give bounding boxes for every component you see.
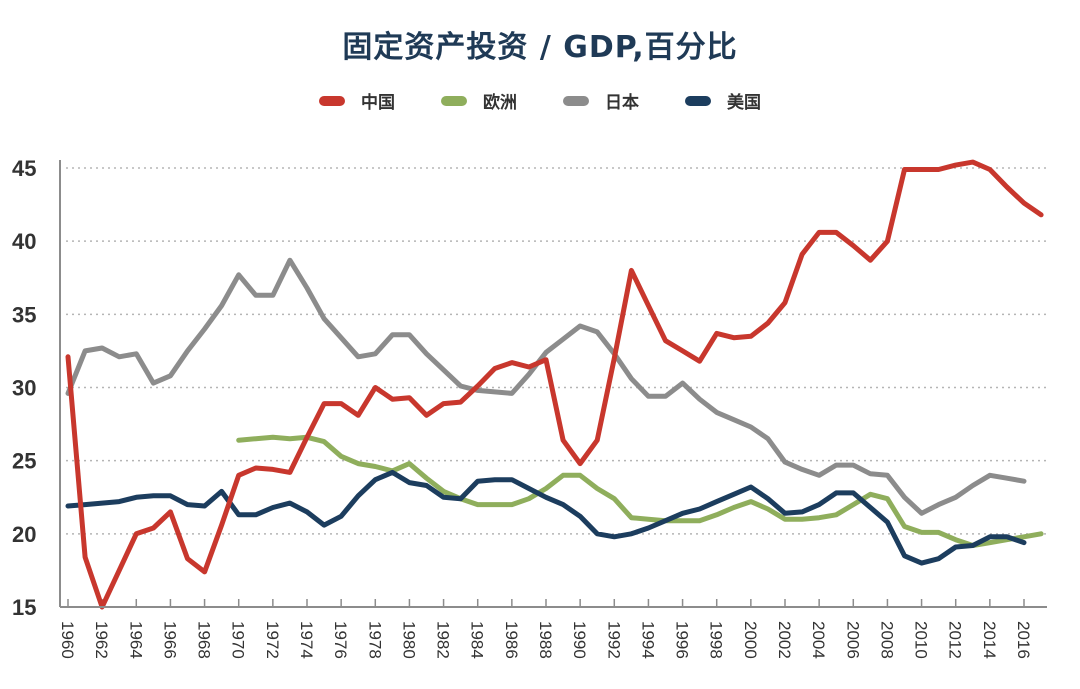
- chart-title: 固定资产投资 / GDP,百分比: [342, 30, 738, 65]
- x-tick-label: 1976: [331, 621, 350, 659]
- x-tick-label: 1974: [297, 621, 316, 659]
- japan-line-group: [65, 257, 1027, 516]
- us-line-group: [65, 469, 1027, 566]
- legend-label-us: 美国: [727, 93, 761, 113]
- y-tick-label: 40: [12, 229, 36, 254]
- x-tick-label: 1982: [434, 621, 453, 659]
- legend-swatch-europe: [441, 95, 467, 106]
- legend-item-us: 美国: [685, 88, 761, 113]
- x-tick-label: 2008: [877, 621, 896, 659]
- legend-label-europe: 欧洲: [483, 93, 517, 113]
- x-tick-label: 1994: [638, 621, 657, 659]
- x-tick-label: 1980: [399, 621, 418, 659]
- x-tick-label: 2012: [946, 621, 965, 659]
- x-tick-label: 1988: [536, 621, 555, 659]
- series-lines: [65, 159, 1044, 610]
- x-tick-label: 1998: [707, 621, 726, 659]
- europe-line: [236, 434, 1044, 548]
- x-tick-label: 1968: [195, 621, 214, 659]
- x-tick-label: 1996: [673, 621, 692, 659]
- legend-label-japan: 日本: [605, 93, 639, 113]
- legend-item-china: 中国: [319, 88, 395, 113]
- y-tick-label: 45: [12, 156, 36, 181]
- legend-label-china: 中国: [361, 93, 395, 113]
- china-line-group: [65, 159, 1044, 610]
- x-axis-ticks: 1960 1962 1964 1966 1968 1970 1972 1974 1976 1978…: [58, 599, 1033, 659]
- x-tick-label: 1962: [92, 621, 111, 659]
- gridlines: [66, 167, 1047, 535]
- y-tick-label: 20: [12, 522, 36, 547]
- y-tick-label: 15: [12, 595, 36, 620]
- legend: 中国 欧洲 日本 美国: [0, 88, 1080, 113]
- x-tick-label: 1978: [365, 621, 384, 659]
- x-tick-label: 2014: [980, 621, 999, 659]
- x-tick-label: 1972: [263, 621, 282, 659]
- legend-item-japan: 日本: [563, 88, 639, 113]
- x-tick-label: 1984: [468, 621, 487, 659]
- legend-item-europe: 欧洲: [441, 88, 517, 113]
- y-tick-label: 25: [12, 449, 36, 474]
- y-tick-label: 35: [12, 302, 36, 327]
- x-tick-label: 1990: [570, 621, 589, 659]
- x-tick-label: 1992: [604, 621, 623, 659]
- x-tick-label: 2002: [775, 621, 794, 659]
- x-tick-label: 1964: [126, 621, 145, 659]
- x-tick-label: 2016: [1014, 621, 1033, 659]
- x-tick-label: 1986: [502, 621, 521, 659]
- x-tick-label: 1960: [58, 621, 77, 659]
- legend-swatch-japan: [563, 95, 589, 106]
- x-tick-label: 2000: [741, 621, 760, 659]
- x-tick-label: 2010: [912, 621, 931, 659]
- x-tick-label: 2004: [809, 621, 828, 659]
- china-line: [65, 159, 1044, 610]
- x-tick-label: 1966: [160, 621, 179, 659]
- x-tick-label: 1970: [229, 621, 248, 659]
- y-axis-ticks: 15 20 25 30 35 40 45: [12, 156, 36, 620]
- y-tick-label: 30: [12, 376, 36, 401]
- legend-swatch-us: [685, 95, 711, 106]
- x-tick-label: 2006: [843, 621, 862, 659]
- legend-swatch-china: [319, 95, 345, 106]
